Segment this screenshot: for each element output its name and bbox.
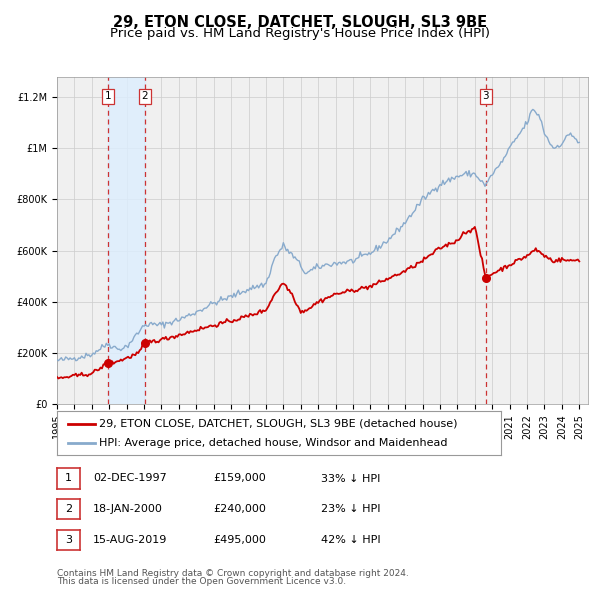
Text: 3: 3 <box>482 91 489 101</box>
Text: 02-DEC-1997: 02-DEC-1997 <box>93 474 167 483</box>
Text: HPI: Average price, detached house, Windsor and Maidenhead: HPI: Average price, detached house, Wind… <box>99 438 448 448</box>
Text: 18-JAN-2000: 18-JAN-2000 <box>93 504 163 514</box>
Text: £240,000: £240,000 <box>213 504 266 514</box>
Text: 1: 1 <box>65 474 72 483</box>
Text: This data is licensed under the Open Government Licence v3.0.: This data is licensed under the Open Gov… <box>57 578 346 586</box>
Text: £159,000: £159,000 <box>213 474 266 483</box>
Text: 15-AUG-2019: 15-AUG-2019 <box>93 535 167 545</box>
Text: 3: 3 <box>65 535 72 545</box>
Text: 1: 1 <box>104 91 111 101</box>
Text: £495,000: £495,000 <box>213 535 266 545</box>
Text: Contains HM Land Registry data © Crown copyright and database right 2024.: Contains HM Land Registry data © Crown c… <box>57 569 409 578</box>
Text: 2: 2 <box>142 91 148 101</box>
Text: Price paid vs. HM Land Registry's House Price Index (HPI): Price paid vs. HM Land Registry's House … <box>110 27 490 40</box>
Bar <box>108 77 145 404</box>
Text: 42% ↓ HPI: 42% ↓ HPI <box>321 535 380 545</box>
Text: 33% ↓ HPI: 33% ↓ HPI <box>321 474 380 483</box>
Text: 23% ↓ HPI: 23% ↓ HPI <box>321 504 380 514</box>
Text: 29, ETON CLOSE, DATCHET, SLOUGH, SL3 9BE: 29, ETON CLOSE, DATCHET, SLOUGH, SL3 9BE <box>113 15 487 30</box>
Text: 2: 2 <box>65 504 72 514</box>
Text: 29, ETON CLOSE, DATCHET, SLOUGH, SL3 9BE (detached house): 29, ETON CLOSE, DATCHET, SLOUGH, SL3 9BE… <box>99 419 458 428</box>
